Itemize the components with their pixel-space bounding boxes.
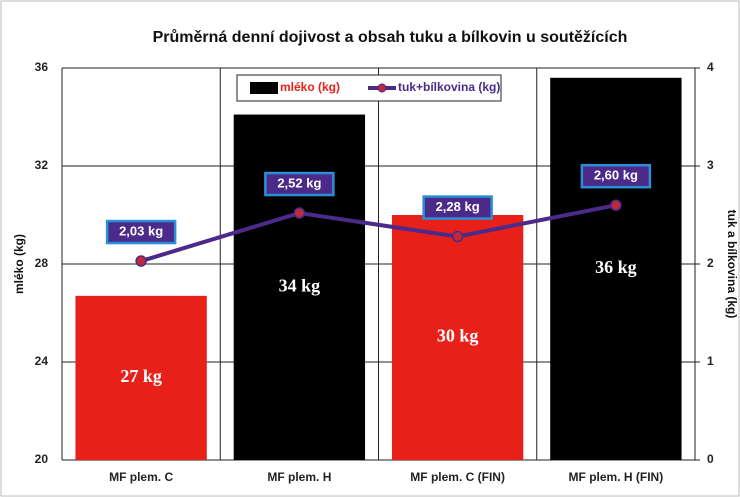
legend-label: mléko (kg) bbox=[280, 80, 340, 94]
y2-axis-title: tuk a bílkovina (kg) bbox=[725, 210, 739, 319]
line-marker bbox=[293, 207, 306, 219]
x-tick-label: MF plem. C bbox=[109, 470, 173, 484]
line bbox=[140, 203, 617, 263]
y2-tick-label: 0 bbox=[707, 452, 714, 466]
y-tick-label: 36 bbox=[35, 60, 49, 74]
y-axis-title: mléko (kg) bbox=[12, 234, 26, 294]
y-tick-label: 20 bbox=[35, 452, 49, 466]
value-label-box bbox=[105, 219, 177, 245]
y2-tick-label: 1 bbox=[707, 354, 714, 368]
y2-tick-label: 2 bbox=[707, 256, 714, 270]
y2-tick-label: 3 bbox=[707, 158, 714, 172]
legend: mléko (kg) tuk+bílkovina (kg) bbox=[236, 74, 502, 102]
bar-value-label: 36 kg bbox=[595, 257, 637, 277]
line-marker bbox=[135, 255, 147, 267]
x-tick-label: MF plem. C (FIN) bbox=[410, 470, 505, 484]
bar bbox=[550, 77, 682, 461]
line-value-label: 2,28 kg bbox=[436, 199, 480, 214]
bar bbox=[391, 215, 524, 460]
legend-swatch bbox=[250, 82, 278, 94]
bar-value-label: 34 kg bbox=[279, 275, 321, 295]
y-tick-label: 28 bbox=[35, 256, 49, 270]
value-label-box bbox=[422, 195, 493, 220]
line-value-label: 2,52 kg bbox=[277, 175, 321, 190]
line-value-label: 2,60 kg bbox=[594, 168, 638, 183]
y-tick-label: 32 bbox=[35, 158, 49, 172]
line-marker bbox=[451, 230, 464, 243]
value-label-box bbox=[264, 171, 335, 197]
line-marker bbox=[610, 199, 622, 211]
line-value-label: 2,03 kg bbox=[119, 223, 163, 238]
bar-value-label: 27 kg bbox=[120, 366, 162, 386]
x-tick-label: MF plem. H bbox=[267, 470, 331, 484]
bar bbox=[75, 295, 207, 460]
legend-label: tuk+bílkovina (kg) bbox=[398, 80, 500, 94]
y2-tick-label: 4 bbox=[707, 60, 714, 74]
y-tick-label: 24 bbox=[35, 354, 49, 368]
chart-title: Průměrná denní dojivost a obsah tuku a b… bbox=[153, 29, 628, 46]
bar-value-label: 30 kg bbox=[437, 326, 479, 346]
value-label-box bbox=[580, 163, 652, 189]
legend-swatch-marker bbox=[377, 83, 387, 93]
x-tick-label: MF plem. H (FIN) bbox=[569, 470, 664, 484]
